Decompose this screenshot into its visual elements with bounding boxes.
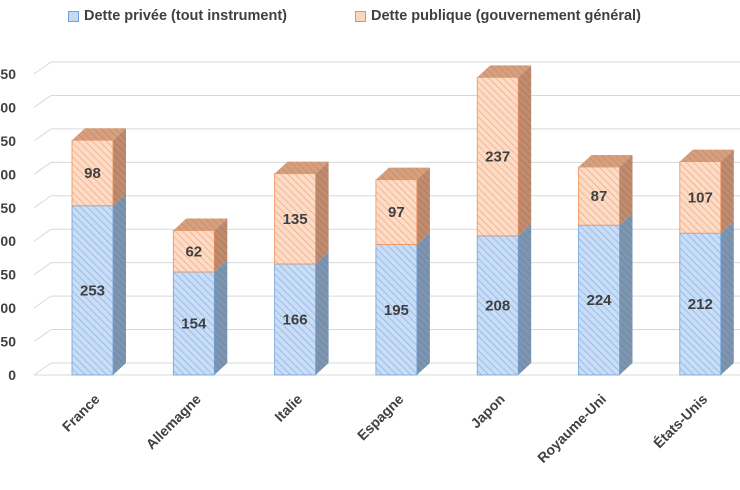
bar-side-1-4 (518, 65, 532, 236)
legend-swatch-private (68, 10, 79, 22)
x-tick-label-4: Japon (467, 391, 507, 431)
data-label-0-2: 166 (283, 311, 308, 328)
x-tick-label-5: Royaume-Uni (534, 391, 609, 466)
data-label-0-0: 253 (80, 282, 105, 299)
data-label-0-5: 224 (586, 292, 612, 309)
bar-1-4 (476, 76, 519, 237)
bar-side-1-0 (113, 128, 126, 206)
legend-swatch-public (355, 10, 366, 22)
data-label-1-5: 87 (591, 188, 608, 205)
bar-side-1-3 (416, 167, 430, 245)
bar-group-4: 208 237 (476, 65, 532, 376)
gridline-diag-4 (33, 228, 52, 242)
gridline-diag-2 (33, 295, 52, 309)
bar-top-1 (173, 218, 228, 231)
bar-0-2 (274, 263, 317, 376)
bar-top-5 (578, 154, 633, 167)
bar-1-1 (172, 230, 215, 273)
legend-label-public: Dette publique (gouvernement général) (371, 8, 641, 24)
bar-side-1-6 (720, 149, 734, 234)
bar-0-5 (578, 224, 620, 376)
gridline-diag-0 (33, 362, 52, 376)
gridline-diag-9 (33, 61, 52, 75)
bar-side-1-2 (315, 161, 329, 264)
data-label-1-1: 62 (185, 243, 202, 260)
bar-1-6 (679, 161, 722, 234)
data-label-1-2: 135 (283, 211, 308, 228)
bars: 253 98 154 62 166 135 195 97 208 237 224 87 212 107 (71, 65, 734, 376)
bar-top-0 (72, 128, 126, 141)
y-tick-label-9: 450 (0, 66, 16, 82)
chart-legend: Dette privée (tout instrument) Dette pub… (0, 8, 740, 30)
bar-top-3 (375, 167, 430, 180)
legend-item-public[interactable]: Dette publique (gouvernement général) (355, 8, 641, 24)
bar-1-3 (375, 179, 418, 245)
gridline-diag-5 (33, 195, 52, 209)
gridline-diag-3 (33, 262, 52, 276)
x-tick-label-1: Allemagne (143, 391, 205, 453)
bar-side-0-5 (619, 213, 633, 375)
x-tick-label-2: Italie (271, 391, 305, 425)
data-label-0-3: 195 (384, 302, 409, 319)
bar-group-3: 195 97 (375, 167, 430, 376)
y-tick-label-1: 50 (0, 334, 16, 350)
y-tick-label-0: 0 (8, 367, 16, 383)
bar-side-1-5 (619, 154, 633, 226)
bar-side-1-1 (214, 218, 228, 272)
bar-0-0 (71, 205, 114, 376)
y-tick-label-7: 350 (0, 133, 16, 149)
legend-label-private: Dette privée (tout instrument) (84, 8, 288, 24)
y-tick-label-6: 300 (0, 166, 16, 182)
bar-group-6: 212 107 (679, 149, 734, 376)
x-axis-ticks: France Allemagne Italie Espagne Japon Royaume… (59, 391, 711, 466)
x-tick-label-0: France (59, 391, 103, 435)
bar-side-0-4 (518, 223, 532, 375)
gridline-diag-1 (33, 329, 52, 342)
x-tick-label-6: États-Unis (650, 391, 710, 451)
data-label-0-1: 154 (181, 315, 207, 332)
y-tick-label-8: 400 (0, 99, 16, 115)
bar-side-0-0 (113, 193, 126, 375)
bar-top-6 (679, 149, 734, 162)
bar-group-5: 224 87 (578, 154, 633, 376)
bar-side-0-2 (315, 251, 329, 375)
bar-0-1 (172, 271, 215, 376)
x-tick-label-3: Espagne (354, 391, 407, 444)
y-tick-label-2: 100 (0, 300, 16, 316)
bar-side-0-1 (214, 259, 228, 375)
bar-top-4 (477, 65, 532, 78)
bar-top-2 (274, 161, 329, 174)
y-axis-ticks: 0 50 100 150 200 250 300 350 400 450 (0, 66, 16, 383)
data-label-1-4: 237 (485, 149, 510, 166)
gridline-diag-6 (33, 161, 52, 175)
data-label-1-3: 97 (388, 204, 405, 221)
bar-1-0 (71, 139, 114, 207)
gridline-diag-8 (33, 95, 52, 108)
y-tick-label-3: 150 (0, 267, 16, 283)
bar-side-0-3 (416, 232, 430, 375)
legend-item-private[interactable]: Dette privée (tout instrument) (68, 8, 287, 24)
bar-group-2: 166 135 (274, 161, 329, 376)
bar-1-5 (578, 166, 620, 226)
y-tick-label-5: 250 (0, 200, 16, 216)
data-label-1-0: 98 (84, 165, 101, 182)
bar-group-0: 253 98 (71, 128, 126, 376)
bar-group-1: 154 62 (172, 218, 228, 376)
data-label-0-4: 208 (485, 297, 510, 314)
gridline-diag-7 (33, 128, 52, 142)
y-tick-label-4: 200 (0, 233, 16, 249)
bar-0-6 (679, 232, 722, 376)
data-label-0-6: 212 (688, 296, 713, 313)
bar-side-0-6 (720, 221, 734, 375)
data-label-1-6: 107 (688, 189, 713, 206)
bar-1-2 (274, 173, 317, 265)
